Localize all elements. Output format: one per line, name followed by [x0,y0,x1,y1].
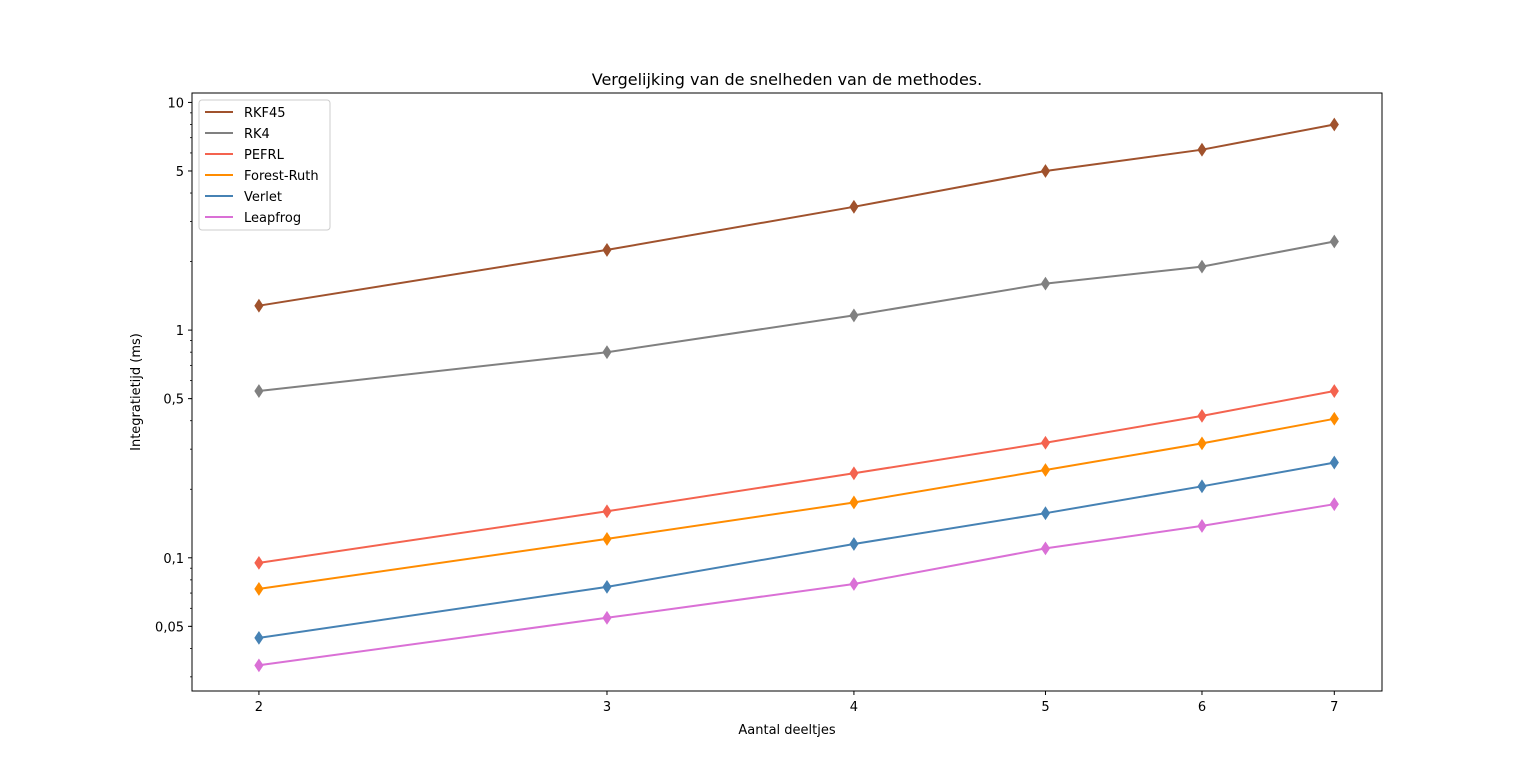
data-point [1197,408,1207,423]
x-axis-label: Aantal deeltjes [738,723,835,738]
y-axis-label: Integratietijd (ms) [129,333,144,451]
plot-area [192,93,1382,691]
y-tick-label: 0,1 [163,552,184,567]
data-point [1197,479,1207,494]
series-line [258,503,1335,667]
x-tick-label: 5 [1041,700,1049,715]
data-point [602,610,612,625]
legend-label: RK4 [244,127,270,142]
data-point [602,243,612,257]
data-point [602,580,612,594]
series-line [258,240,1335,392]
data-point [1040,541,1051,556]
data-point [1040,164,1051,178]
data-point [1329,411,1339,426]
x-axis: 2 3 4 5 6 7 [255,691,1338,715]
data-point [1329,384,1339,398]
x-tick-label: 2 [255,700,263,715]
series-rkf45 [254,117,1339,313]
series-forest-ruth [254,411,1339,596]
data-point [1197,519,1207,533]
x-tick-label: 6 [1198,700,1206,715]
plot-frame [191,92,1383,692]
data-point [1329,497,1339,512]
data-point [254,555,264,570]
data-point [849,308,859,323]
data-point [1329,455,1339,470]
series-line [258,123,1335,307]
data-point [602,504,612,519]
data-point [254,384,264,398]
legend-label: RKF45 [244,106,286,121]
series-leapfrog [254,497,1339,673]
data-point [1040,276,1051,291]
data-point [1040,463,1051,477]
series-line [258,390,1335,564]
legend-label: PEFRL [244,148,285,163]
data-point [849,466,859,481]
y-tick-label: 10 [167,96,184,111]
data-point [254,630,264,645]
data-point [849,577,859,591]
data-point [1040,506,1051,521]
data-point [1329,234,1339,249]
legend-label: Leapfrog [244,211,301,226]
data-point [1197,259,1207,274]
y-tick-label: 5 [176,165,184,180]
data-point [849,537,859,551]
y-tick-label: 0,05 [155,620,184,635]
data-point [254,298,264,313]
legend: RKF45 RK4 PEFRL Forest-Ruth Verlet Leapfrog [198,99,331,231]
data-point [602,532,612,546]
legend-label: Verlet [244,190,282,205]
series-rk4 [254,234,1339,398]
data-point [849,495,859,510]
series-line [258,461,1335,639]
data-point [849,199,859,214]
y-tick-label: 0,5 [163,393,184,408]
y-axis: 0,05 0,1 0,5 1 5 10 [155,96,192,678]
data-point [1197,436,1207,451]
data-point [602,345,612,360]
series-pefrl [254,384,1339,570]
x-tick-label: 4 [850,700,858,715]
series-layer [254,117,1339,673]
chart-title: Vergelijking van de snelheden van de met… [592,70,982,89]
data-point [1329,117,1339,132]
legend-label: Forest-Ruth [244,169,319,184]
series-verlet [254,455,1339,645]
x-tick-label: 3 [603,700,611,715]
y-tick-label: 1 [176,324,184,339]
data-point [254,658,264,673]
data-point [1040,435,1051,450]
x-tick-label: 7 [1330,700,1338,715]
data-point [1197,142,1207,157]
data-point [254,582,264,596]
series-line [258,417,1335,590]
